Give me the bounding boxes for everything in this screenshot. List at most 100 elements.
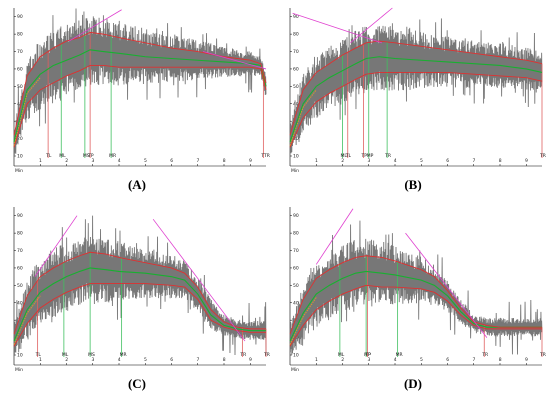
start-rise-line (289, 89, 317, 146)
marker-label: ML (62, 352, 69, 358)
marker-label: TR (263, 352, 270, 358)
x-tick-label: 2 (341, 158, 344, 164)
x-tick-label: 1 (315, 357, 318, 363)
y-tick-label: 60 (293, 66, 299, 72)
x-tick-label: 8 (499, 357, 502, 363)
upper-envelope-line (13, 31, 267, 136)
x-tick-label: 6 (446, 357, 449, 363)
caption-a: (A) (127, 177, 147, 192)
marker-label: ML (341, 153, 348, 159)
marker-label: MR (396, 352, 403, 358)
upper-envelope-line (289, 40, 543, 136)
y-tick-label: 10 (293, 154, 299, 160)
mean-line (13, 49, 267, 143)
y-tick-label: 20 (17, 136, 23, 142)
marker-label: TL (345, 153, 352, 159)
marker-label: TR (481, 352, 488, 358)
x-tick-label: 2 (341, 357, 344, 363)
marker-label: TP (87, 153, 94, 159)
tangent-line (292, 12, 383, 44)
y-tick-label: 40 (17, 300, 23, 306)
upper-envelope-line (289, 255, 542, 335)
x-tick-label: 9 (249, 158, 252, 164)
tangent-line (34, 215, 78, 277)
raw-trace (289, 220, 543, 355)
x-tick-label: 4 (394, 357, 397, 363)
y-tick-label: 90 (293, 213, 299, 219)
x-tick-label: 1 (315, 158, 318, 164)
x-tick-label: 6 (170, 158, 173, 164)
lower-envelope-line (13, 283, 266, 347)
marker-label: MR (120, 352, 127, 358)
x-tick-label: 5 (420, 357, 423, 363)
y-tick-label: 60 (17, 265, 23, 271)
x-tick-label: 9 (249, 357, 252, 363)
x-unit-label: Min (15, 168, 23, 174)
lower-envelope-line (289, 284, 542, 347)
y-tick-label: 10 (17, 154, 23, 160)
caption-c: (C) (127, 376, 147, 391)
y-tick-label: 80 (17, 32, 23, 38)
x-tick-label: 8 (223, 357, 226, 363)
x-tick-label: 8 (499, 158, 502, 164)
x-tick-label: 6 (446, 158, 449, 164)
x-tick-label: 5 (144, 357, 147, 363)
start-rise-line (13, 77, 41, 146)
y-tick-label: 50 (17, 84, 23, 90)
x-tick-label: 2 (65, 357, 68, 363)
y-tick-label: 90 (293, 14, 299, 20)
panel-a: 10 20 30 40 50 60 70 80 90 1 2 3 4 5 6 7 8 9 Min TL ML MS TP MR… (4, 4, 270, 174)
start-rise-line (13, 295, 41, 345)
raw-trace (289, 18, 543, 154)
y-tick-label: 70 (17, 49, 23, 55)
panel-d: 102030405060708090123456789MinMLMPTPMRTR… (280, 203, 546, 373)
panel-c: 10 20 30 40 50 60 70 80 90 1 2 3 4 5 6 7 8 9 Min TL ML MS MR TR… (4, 203, 270, 373)
marker-label: TR (239, 352, 246, 358)
y-tick-label: 90 (17, 213, 23, 219)
lower-envelope-line (13, 65, 267, 148)
marker-label: TP (364, 352, 371, 358)
x-tick-label: 4 (118, 357, 121, 363)
y-tick-label: 70 (17, 248, 23, 254)
tangent-line (405, 232, 488, 338)
y-tick-label: 80 (293, 32, 299, 38)
x-tick-label: 7 (197, 158, 200, 164)
marker-label: TL (45, 153, 52, 159)
marker-label: MP (367, 153, 374, 159)
lower-envelope-line (289, 71, 543, 148)
x-tick-label: 9 (525, 158, 528, 164)
y-tick-label: 70 (293, 49, 299, 55)
chart-d: 102030405060708090123456789MinMLMPTPMRTR… (289, 207, 546, 373)
y-tick-label: 70 (293, 248, 299, 254)
x-tick-label: 9 (525, 357, 528, 363)
tangent-line (350, 7, 393, 44)
y-tick-label: 10 (17, 353, 23, 359)
y-tick-label: 60 (17, 66, 23, 72)
marker-label: MS (88, 352, 95, 358)
x-tick-label: 5 (144, 158, 147, 164)
x-unit-label: Min (291, 367, 299, 373)
caption-b: (B) (404, 177, 422, 192)
raw-trace (13, 8, 267, 155)
x-unit-label: Min (15, 367, 23, 373)
x-tick-label: 6 (170, 357, 173, 363)
tangent-line (315, 208, 354, 265)
y-tick-label: 50 (293, 283, 299, 289)
x-unit-label: Min (291, 168, 299, 174)
x-tick-label: 3 (368, 357, 371, 363)
y-tick-label: 50 (293, 84, 299, 90)
marker-label: TP (361, 153, 368, 159)
upper-envelope-line (13, 251, 266, 335)
start-rise-line (289, 297, 317, 345)
marker-label: TR (539, 352, 546, 358)
panel-b: 10 20 30 40 50 60 70 80 90 1 2 3 4 5 6 7 8 9 Min ML TL TP MP TR… (280, 4, 546, 174)
x-tick-label: 2 (65, 158, 68, 164)
marker-label: ML (59, 153, 66, 159)
x-tick-label: 8 (223, 158, 226, 164)
y-tick-label: 40 (293, 300, 299, 306)
marker-label: TTR (260, 153, 270, 159)
y-tick-label: 50 (17, 283, 23, 289)
tangent-line (68, 9, 122, 42)
y-tick-label: 80 (17, 231, 23, 237)
y-tick-label: 60 (293, 265, 299, 271)
